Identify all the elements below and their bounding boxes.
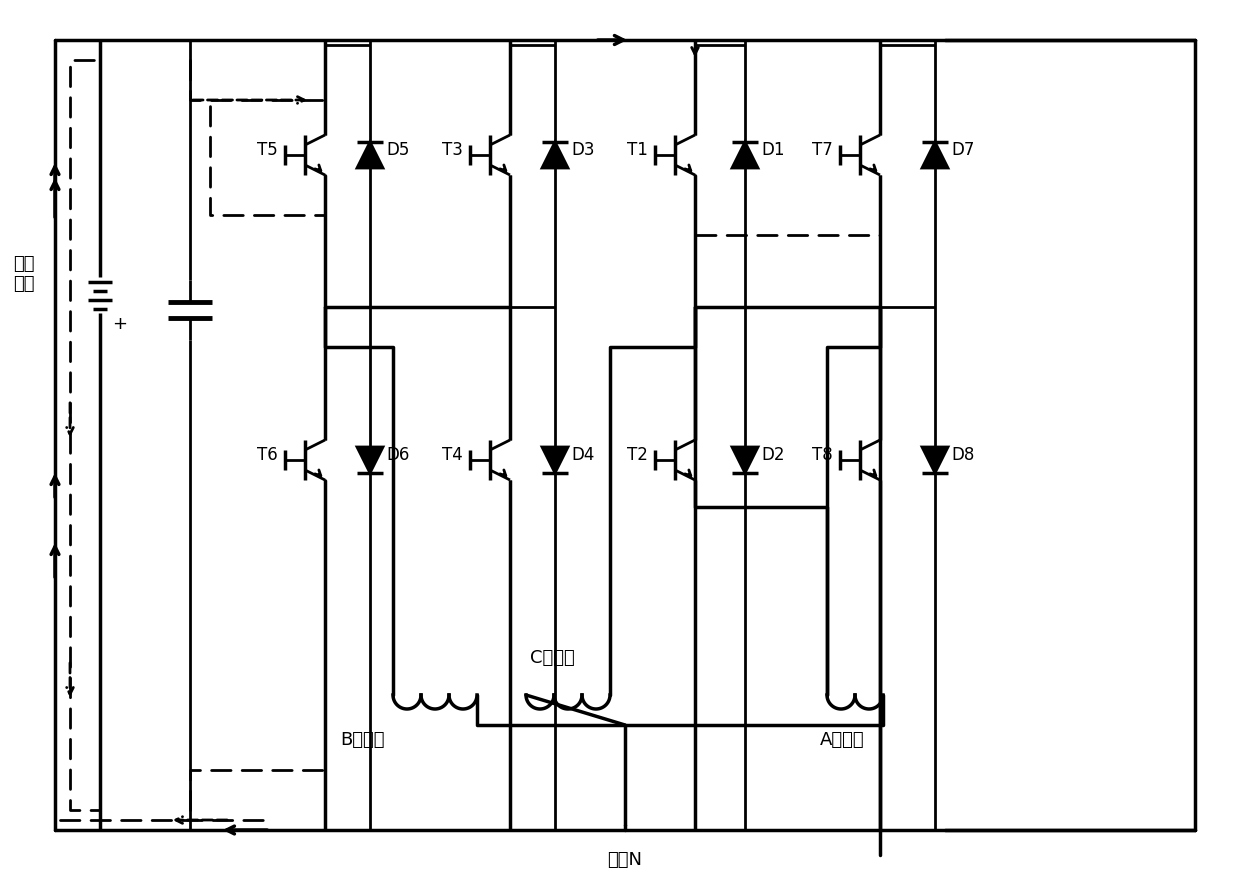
Text: D2: D2 [761, 446, 785, 464]
Polygon shape [357, 142, 383, 168]
Polygon shape [732, 447, 758, 473]
Text: D1: D1 [761, 141, 785, 159]
Text: +: + [112, 315, 126, 333]
Text: D7: D7 [951, 141, 975, 159]
Text: C相绕组: C相绕组 [529, 649, 575, 667]
Polygon shape [357, 447, 383, 473]
Text: T4: T4 [441, 446, 463, 464]
Text: 直流: 直流 [12, 255, 35, 273]
Text: T7: T7 [812, 141, 833, 159]
Text: D8: D8 [951, 446, 975, 464]
Text: T1: T1 [627, 141, 647, 159]
Polygon shape [542, 142, 568, 168]
Text: D3: D3 [570, 141, 594, 159]
Text: D5: D5 [386, 141, 409, 159]
Text: T6: T6 [257, 446, 278, 464]
Text: T8: T8 [812, 446, 833, 464]
Polygon shape [923, 447, 949, 473]
Text: T5: T5 [257, 141, 278, 159]
Text: D4: D4 [570, 446, 594, 464]
Polygon shape [542, 447, 568, 473]
Text: B相绕组: B相绕组 [340, 731, 384, 749]
Text: 中点N: 中点N [608, 851, 642, 869]
Polygon shape [732, 142, 758, 168]
Text: D6: D6 [386, 446, 409, 464]
Text: T2: T2 [627, 446, 647, 464]
Text: 电源: 电源 [12, 275, 35, 293]
Polygon shape [923, 142, 949, 168]
Text: A相绕组: A相绕组 [820, 731, 864, 749]
Text: T3: T3 [441, 141, 463, 159]
